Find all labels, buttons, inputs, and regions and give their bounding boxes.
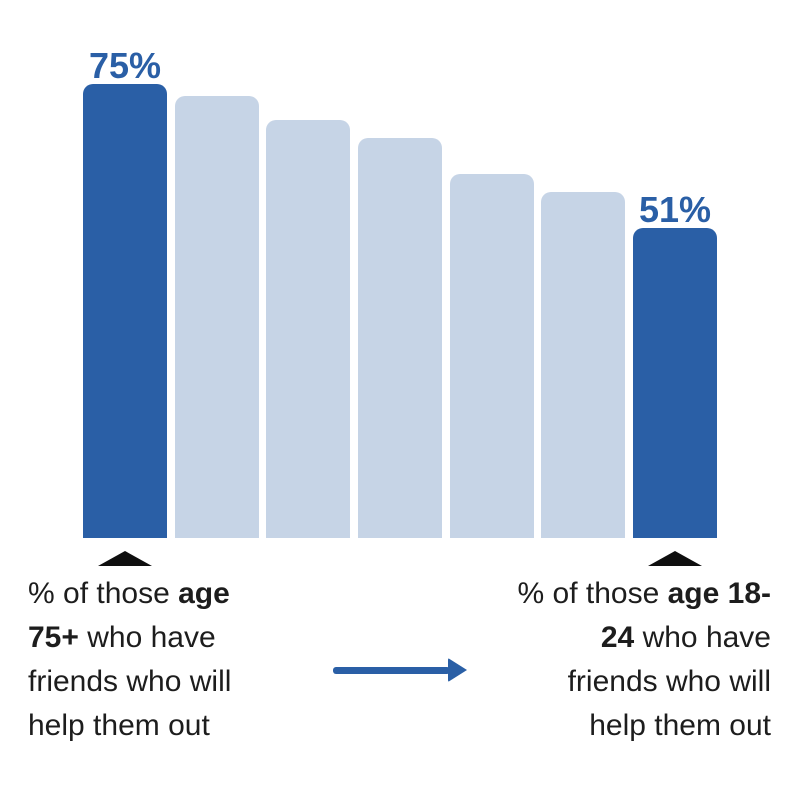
up-pointer-icon bbox=[98, 551, 152, 566]
arrow-line bbox=[333, 667, 450, 674]
caption-line: friends who will bbox=[567, 665, 771, 698]
caption-line: help them out bbox=[28, 709, 210, 742]
up-pointer-icon bbox=[648, 551, 702, 566]
bar-3-age-group-3 bbox=[266, 120, 350, 538]
caption-line: help them out bbox=[589, 709, 771, 742]
arrow-head bbox=[448, 658, 467, 682]
bar-6-age-group-6 bbox=[541, 192, 625, 538]
caption-line: friends who will bbox=[28, 665, 232, 698]
bar-value-label: 75% bbox=[88, 45, 162, 86]
left-caption: % of those age 75+ who have friends who wi… bbox=[28, 572, 231, 748]
caption-line: % of those age 18- bbox=[517, 577, 771, 610]
bar-4-age-group-4 bbox=[358, 138, 442, 538]
bar-5-age-group-5 bbox=[450, 174, 534, 538]
bar-2-age-group-2 bbox=[175, 96, 259, 538]
bar-1-age-75- bbox=[83, 84, 167, 538]
bar-7-age-18-24 bbox=[633, 228, 717, 538]
right-caption: % of those age 18- 24 who have friends who… bbox=[518, 572, 771, 748]
caption-line: 24 who have bbox=[600, 621, 771, 654]
caption-line: % of those age bbox=[28, 577, 230, 610]
bar-value-label: 51% bbox=[638, 189, 712, 230]
caption-line: 75+ who have bbox=[28, 621, 216, 654]
